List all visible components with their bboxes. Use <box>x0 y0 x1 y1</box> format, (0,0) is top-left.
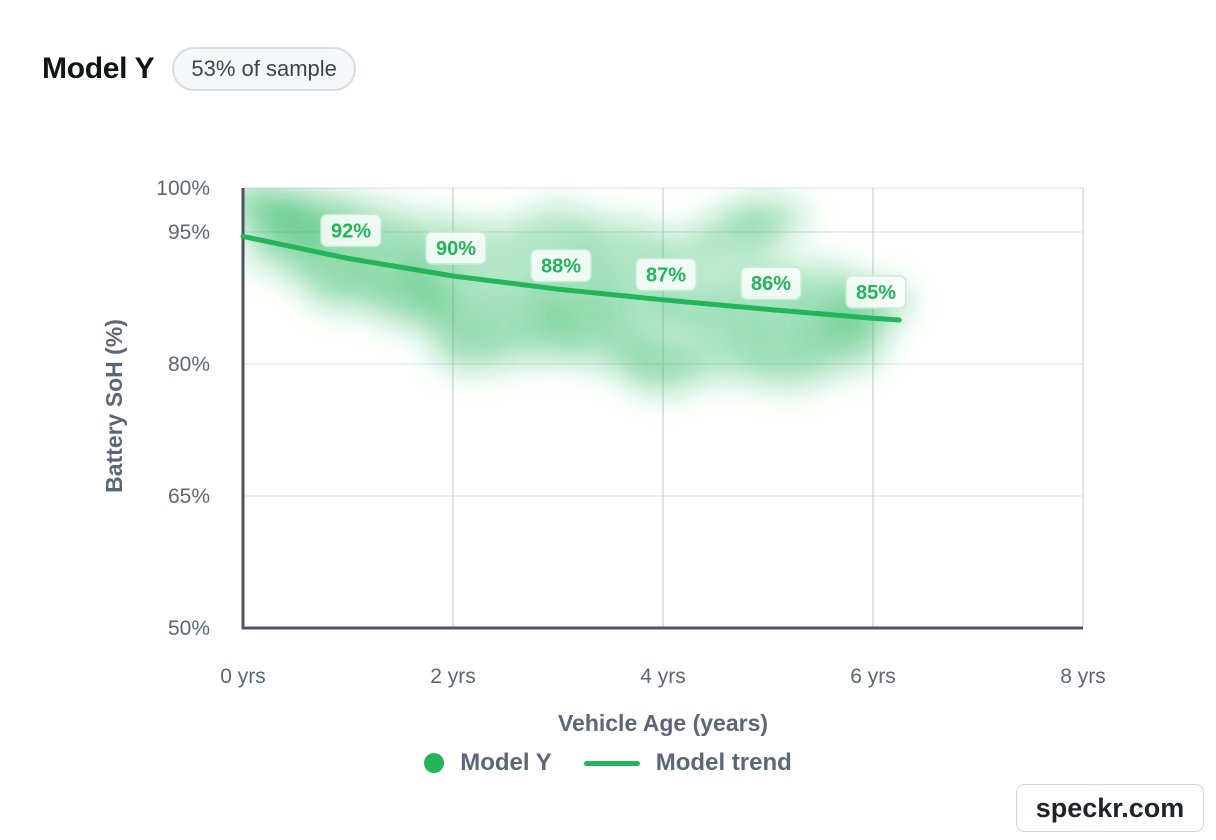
legend: Model Y Model trend <box>0 749 1216 777</box>
y-axis-label: Battery SoH (%) <box>101 319 127 493</box>
data-label-box <box>320 213 382 248</box>
data-label-text: 86% <box>751 273 791 295</box>
density-point <box>581 218 661 263</box>
data-label-92: 92% <box>320 213 382 248</box>
y-tick-label: 80% <box>168 353 210 376</box>
data-labels: 92% 90% 88% 87% 86% 85% <box>320 213 907 309</box>
x-axis-label: Vehicle Age (years) <box>558 710 768 736</box>
data-label-box <box>425 231 487 265</box>
legend-item-model-trend[interactable]: Model trend <box>583 749 792 777</box>
data-label-text: 85% <box>856 282 896 304</box>
density-point <box>623 350 703 395</box>
data-label-87: 87% <box>635 257 697 292</box>
legend-label-model-trend: Model trend <box>655 749 792 776</box>
y-tick-label: 65% <box>168 485 210 508</box>
trend-line <box>240 233 902 323</box>
x-tick-label: 8 yrs <box>1060 665 1106 688</box>
data-label-86: 86% <box>740 266 802 300</box>
data-label-90: 90% <box>425 231 487 265</box>
data-label-text: 90% <box>436 238 476 260</box>
density-point <box>728 196 808 241</box>
legend-label-model-y: Model Y <box>460 749 552 776</box>
data-label-box <box>635 257 697 292</box>
chart-title: Model Y <box>42 52 155 85</box>
y-tick-label: 95% <box>168 221 210 244</box>
x-tick-label: 6 yrs <box>850 665 896 688</box>
y-tick-label: 50% <box>168 617 210 640</box>
data-label-88: 88% <box>530 248 592 283</box>
x-tick-label: 0 yrs <box>220 665 266 688</box>
axes <box>241 188 1083 630</box>
data-label-text: 88% <box>541 256 581 278</box>
legend-dot-icon <box>424 753 445 773</box>
density-cloud <box>243 188 913 395</box>
legend-item-model-y[interactable]: Model Y <box>424 749 552 777</box>
chart-header: Model Y 53% of sample <box>42 47 356 91</box>
density-point <box>434 328 514 373</box>
data-label-box <box>740 266 802 300</box>
x-tick-label: 4 yrs <box>640 665 686 688</box>
data-label-85: 85% <box>845 275 907 309</box>
legend-line-icon <box>583 760 640 766</box>
tick-labels: 50% 65% 80% 95% 100% 0 yrs 2 yrs 4 yrs 6 yrs 8 yr… <box>156 177 1105 688</box>
data-label-text: 92% <box>331 220 371 242</box>
y-tick-label: 100% <box>156 177 210 200</box>
data-label-text: 87% <box>646 264 686 286</box>
density-point <box>518 205 598 250</box>
soh-chart: 92% 90% 88% 87% 86% 85% 50% 65% 80% 95% 100% 0 yrs… <box>101 177 1106 736</box>
x-tick-label: 2 yrs <box>430 665 476 688</box>
data-label-box <box>530 248 592 283</box>
data-label-box <box>845 275 907 309</box>
watermark[interactable]: speckr.com <box>1016 784 1204 832</box>
trend-layer <box>240 233 902 323</box>
sample-share-badge: 53% of sample <box>172 47 356 91</box>
